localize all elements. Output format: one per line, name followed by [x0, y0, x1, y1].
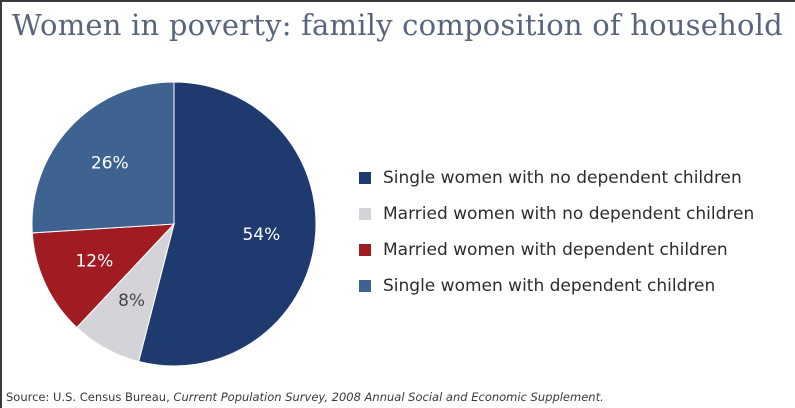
legend-item-single-no-children: Single women with no dependent children [359, 160, 754, 196]
legend-label: Single women with no dependent children [383, 168, 742, 188]
legend-label: Married women with no dependent children [383, 204, 755, 224]
legend-item-single-with-children: Single women with dependent children [359, 268, 754, 304]
data-label-single-no-children: 54% [242, 225, 280, 245]
legend-swatch [359, 172, 371, 184]
chart-title: Women in poverty: family composition of … [12, 8, 783, 42]
pie-chart: 54% 8%12% 26% [31, 81, 317, 367]
source-note: Source: U.S. Census Bureau, Current Popu… [6, 390, 604, 404]
legend-item-married-no-children: Married women with no dependent children [359, 196, 754, 232]
legend-swatch [359, 208, 371, 220]
pie-slice-single-no-children [138, 81, 317, 367]
legend-item-married-with-children: Married women with dependent children [359, 232, 754, 268]
source-prefix: Source: U.S. Census Bureau, [6, 390, 174, 404]
legend-label: Married women with dependent children [383, 240, 728, 260]
data-label-single-with-children: 26% [91, 154, 129, 174]
pie-slice-single-with-children [31, 81, 175, 234]
legend-swatch [359, 280, 371, 292]
source-citation: Current Population Survey, 2008 Annual S… [173, 390, 604, 404]
legend-swatch [359, 244, 371, 256]
legend-label: Single women with dependent children [383, 276, 716, 296]
data-label-married-with-children: 12% [75, 251, 113, 271]
pie-slice-married-with-children [31, 223, 176, 329]
chart-legend: Single women with no dependent children M… [359, 160, 754, 304]
data-label-married-no-children: 8% [118, 291, 145, 311]
